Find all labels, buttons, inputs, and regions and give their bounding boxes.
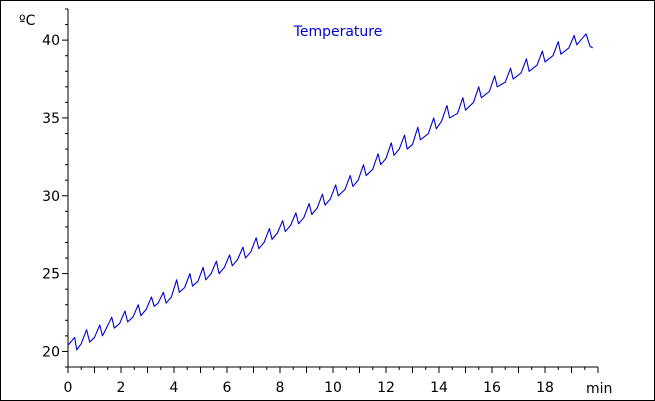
chart-title: Temperature [293,24,383,40]
y-tick-label: 30 [42,189,60,205]
ticks-layer [62,8,599,373]
temperature-series-line [67,33,593,351]
labels-layer: 20 25 30 35 40 0 2 4 6 8 10 12 14 16 18 [42,33,554,396]
y-tick-label: 20 [42,344,60,360]
x-tick-label: 0 [64,380,73,396]
y-tick-label: 25 [42,267,60,283]
x-tick-label: 14 [430,380,448,396]
x-tick-label: 10 [324,380,342,396]
x-tick-label: 18 [536,380,554,396]
x-tick-label: 12 [377,380,395,396]
series-layer [67,33,593,351]
y-tick-label: 35 [42,111,60,127]
x-tick-label: 16 [483,380,501,396]
x-axis-unit: min [586,381,612,397]
x-tick-label: 2 [117,380,126,396]
x-tick-label: 6 [223,380,232,396]
axes-layer [67,9,598,368]
x-tick-label: 4 [170,380,179,396]
y-tick-label: 40 [42,33,60,49]
x-tick-label: 8 [276,380,285,396]
y-axis-unit: ºC [19,13,36,29]
